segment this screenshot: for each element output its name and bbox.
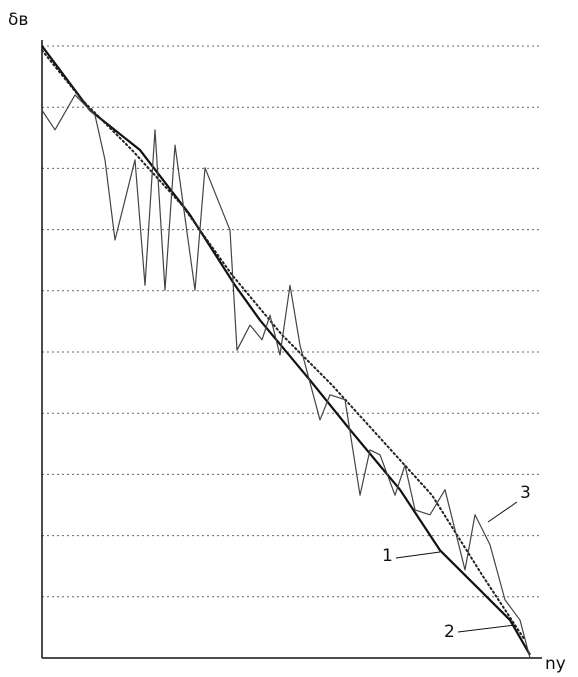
series-label: 1 [382, 546, 393, 566]
series-label: 3 [520, 483, 531, 503]
series-label: 2 [444, 622, 455, 642]
leader-line [457, 624, 516, 633]
x-axis-label: nу [545, 654, 566, 674]
y-axis-label: δв [8, 10, 28, 30]
series-line [41, 45, 531, 656]
leader-line [487, 501, 518, 523]
series-line [41, 94, 531, 659]
leader-line [395, 551, 441, 559]
series-line [41, 49, 526, 642]
